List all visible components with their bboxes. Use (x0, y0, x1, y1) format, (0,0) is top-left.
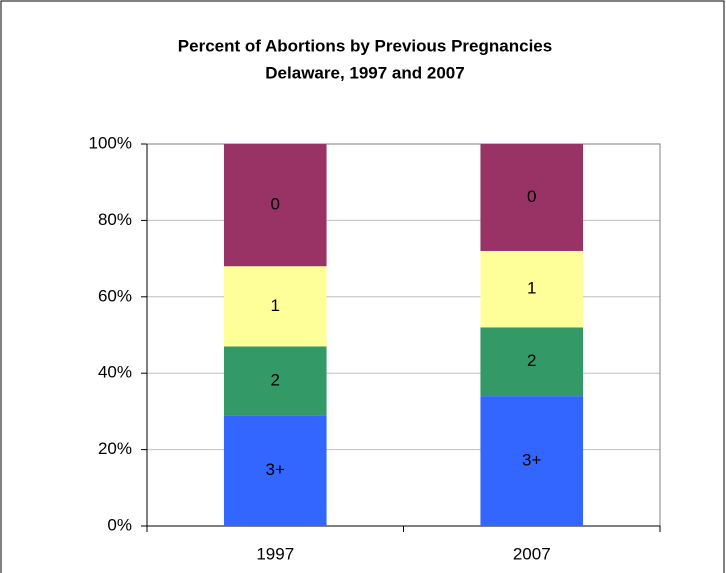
segment-label: 2 (527, 351, 536, 370)
segment-label: 3+ (266, 460, 285, 479)
bar-segment (480, 144, 584, 251)
chart-subtitle: Delaware, 1997 and 2007 (265, 63, 464, 82)
bar-segment (223, 415, 327, 526)
segment-label: 1 (527, 279, 536, 298)
segment-label: 3+ (522, 451, 541, 470)
bar-segment (480, 396, 584, 526)
segment-label: 1 (271, 296, 280, 315)
bar-segment (480, 250, 584, 328)
y-tick-label: 80% (98, 210, 132, 229)
segment-label: 0 (527, 187, 536, 206)
bar-segment (480, 327, 584, 397)
bar-segment (223, 266, 327, 347)
bar-segment (223, 346, 327, 416)
segment-label: 2 (271, 370, 280, 389)
y-tick-label: 40% (98, 363, 132, 382)
bar-segment (223, 144, 327, 267)
y-tick-label: 100% (89, 133, 132, 152)
y-tick-label: 0% (107, 515, 132, 534)
y-tick-label: 60% (98, 286, 132, 305)
y-tick-label: 20% (98, 439, 132, 458)
x-tick-label: 1997 (256, 544, 294, 563)
segment-label: 0 (271, 195, 280, 214)
chart-title: Percent of Abortions by Previous Pregnan… (178, 36, 552, 55)
x-tick-label: 2007 (513, 544, 551, 563)
